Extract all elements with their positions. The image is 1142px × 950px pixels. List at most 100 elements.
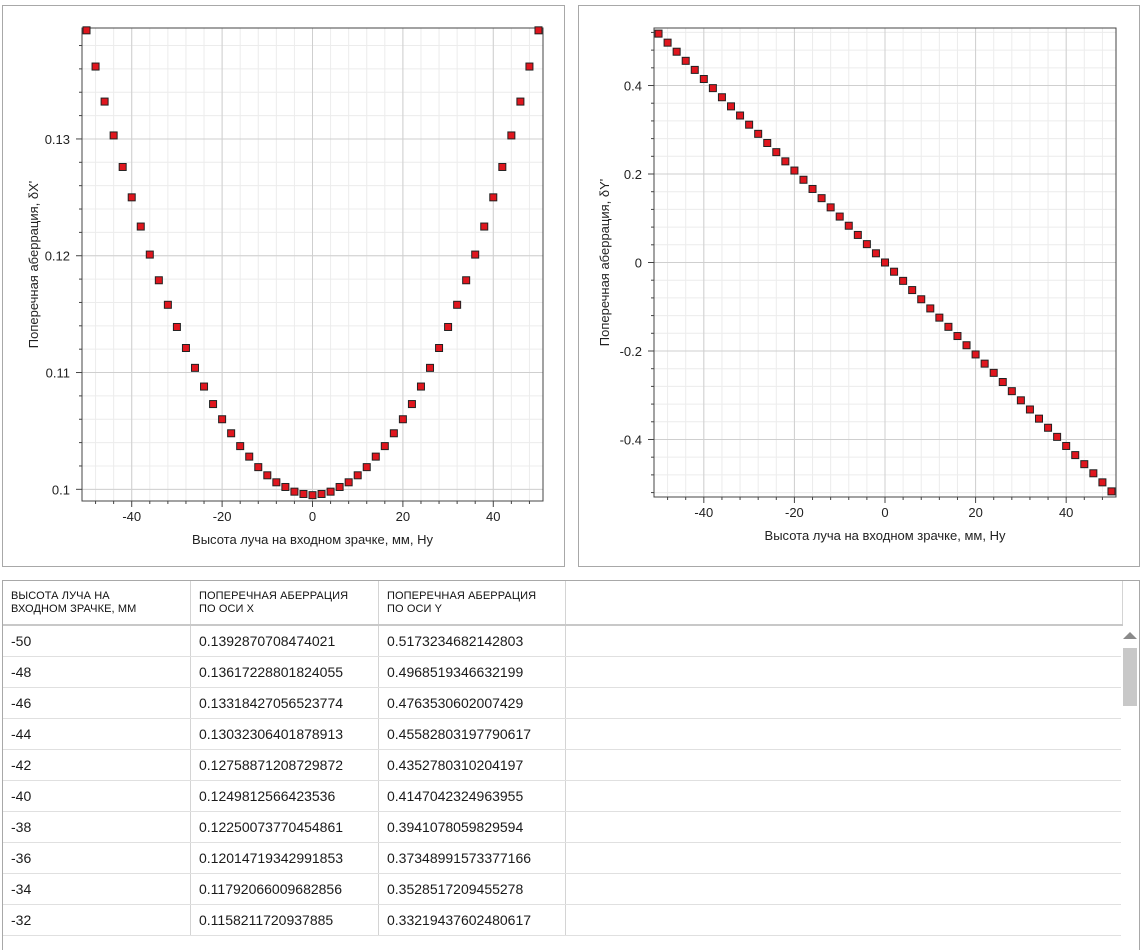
table-row[interactable]: -48 0.13617228801824055 0.4968519346632199 <box>3 657 1121 688</box>
data-point <box>516 97 525 106</box>
data-point <box>890 267 899 276</box>
data-point <box>317 489 326 498</box>
cell-aberration-x: 0.13032306401878913 <box>191 719 379 749</box>
cell-aberration-x: 0.11792066009682856 <box>191 874 379 904</box>
scroll-up-arrow-icon[interactable] <box>1123 632 1137 639</box>
cell-filler <box>566 843 1121 873</box>
cell-filler <box>566 781 1121 811</box>
data-point <box>127 193 136 202</box>
data-series <box>654 29 1116 496</box>
data-point <box>781 157 790 166</box>
data-point <box>1098 478 1107 487</box>
data-point <box>844 221 853 230</box>
y-tick-label: -0.4 <box>620 432 642 447</box>
data-table: ВЫСОТА ЛУЧА НА ВХОДНОМ ЗРАЧКЕ, ММ ПОПЕРЕ… <box>2 580 1140 950</box>
data-point <box>498 162 507 171</box>
table-row[interactable]: -50 0.1392870708474021 0.5173234682142803 <box>3 626 1121 657</box>
data-point <box>118 162 127 171</box>
table-row[interactable]: -44 0.13032306401878913 0.4558280319779061… <box>3 719 1121 750</box>
data-point <box>826 203 835 212</box>
data-point <box>681 56 690 65</box>
data-point <box>109 131 118 140</box>
data-point <box>690 65 699 74</box>
y-tick-label: 0.1 <box>52 482 70 497</box>
data-point <box>727 102 735 111</box>
data-point <box>371 452 380 461</box>
data-point <box>817 194 826 203</box>
cell-filler <box>566 626 1121 656</box>
data-point <box>344 478 353 487</box>
data-point <box>971 350 980 359</box>
cell-height: -46 <box>3 688 191 718</box>
x-tick-label: 20 <box>968 505 982 520</box>
x-tick-label: -40 <box>694 505 713 520</box>
data-point <box>862 240 871 249</box>
cell-height: -50 <box>3 626 191 656</box>
data-point <box>654 29 663 38</box>
cell-aberration-y: 0.4147042324963955 <box>379 781 566 811</box>
data-point <box>91 62 100 71</box>
data-point <box>299 489 308 498</box>
column-header-aberration-y[interactable]: ПОПЕРЕЧНАЯ АБЕРРАЦИЯ ПО ОСИ Y <box>379 581 566 624</box>
data-point <box>480 222 489 231</box>
table-row[interactable]: -40 0.1249812566423536 0.4147042324963955 <box>3 781 1121 812</box>
cell-aberration-y: 0.4968519346632199 <box>379 657 566 687</box>
data-point <box>136 222 145 231</box>
data-point <box>100 97 109 106</box>
y-axis-title: Поперечная аберрация, δY' <box>597 179 612 347</box>
data-point <box>763 138 772 147</box>
y-tick-label: 0.11 <box>46 366 70 381</box>
data-point <box>362 463 371 472</box>
data-point <box>407 400 416 409</box>
table-row[interactable]: -36 0.12014719342991853 0.3734899157337716… <box>3 843 1121 874</box>
data-point <box>172 322 181 331</box>
scroll-thumb[interactable] <box>1123 648 1137 706</box>
x-tick-label: 40 <box>1059 505 1073 520</box>
header-line: ВЫСОТА ЛУЧА НА <box>11 590 110 602</box>
table-row[interactable]: -42 0.12758871208729872 0.4352780310204197 <box>3 750 1121 781</box>
cell-aberration-x: 0.12250073770454861 <box>191 812 379 842</box>
data-point <box>398 415 407 424</box>
y-tick-label: 0.12 <box>45 249 70 264</box>
data-point <box>453 300 462 309</box>
vertical-scrollbar[interactable] <box>1121 626 1139 950</box>
data-point <box>190 363 199 372</box>
table-row[interactable]: -46 0.13318427056523774 0.4763530602007429 <box>3 688 1121 719</box>
data-point <box>699 75 708 84</box>
data-point <box>1107 487 1116 496</box>
y-tick-label: 0.2 <box>624 167 642 182</box>
data-point <box>717 93 726 102</box>
data-point <box>507 131 516 140</box>
cell-height: -40 <box>3 781 191 811</box>
table-row[interactable]: -34 0.11792066009682856 0.3528517209455278 <box>3 874 1121 905</box>
data-point <box>871 249 880 258</box>
cell-filler <box>566 750 1121 780</box>
x-tick-label: 0 <box>309 509 316 524</box>
data-point <box>1071 451 1080 460</box>
data-point <box>245 452 254 461</box>
y-tick-label: 0.13 <box>45 132 70 147</box>
data-point <box>272 478 281 487</box>
table-row[interactable]: -32 0.1158211720937885 0.33219437602480617 <box>3 905 1121 936</box>
cell-height: -48 <box>3 657 191 687</box>
data-point <box>308 491 317 500</box>
data-point <box>962 341 971 350</box>
data-point <box>163 300 172 309</box>
data-point <box>790 166 799 175</box>
cell-height: -32 <box>3 905 191 935</box>
data-point <box>1062 441 1071 450</box>
column-header-aberration-x[interactable]: ПОПЕРЕЧНАЯ АБЕРРАЦИЯ ПО ОСИ X <box>191 581 379 624</box>
cell-aberration-y: 0.5173234682142803 <box>379 626 566 656</box>
cell-height: -42 <box>3 750 191 780</box>
column-header-height[interactable]: ВЫСОТА ЛУЧА НА ВХОДНОМ ЗРАЧКЕ, ММ <box>3 581 191 624</box>
data-point <box>899 276 908 285</box>
cell-aberration-x: 0.13318427056523774 <box>191 688 379 718</box>
x-axis-title: Высота луча на входном зрачке, мм, Hy <box>192 532 433 547</box>
cell-filler <box>566 874 1121 904</box>
data-point <box>254 463 263 472</box>
table-row[interactable]: -38 0.12250073770454861 0.3941078059829594 <box>3 812 1121 843</box>
data-point <box>881 258 889 267</box>
y-tick-label: 0.4 <box>624 79 642 94</box>
data-point <box>209 400 218 409</box>
data-point <box>236 442 245 451</box>
